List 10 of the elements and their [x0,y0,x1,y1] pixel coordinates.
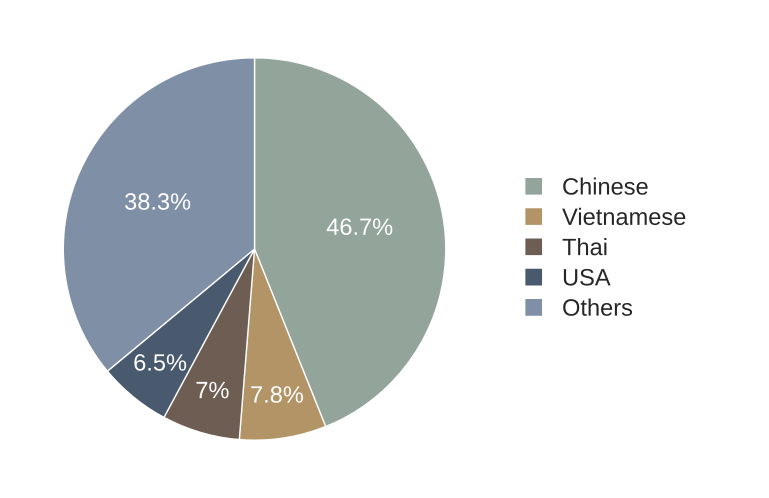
data-label: 7% [196,382,229,398]
data-label: 7.8% [251,386,304,403]
legend-label: Others [563,298,632,316]
data-label: 6.5% [134,354,186,371]
legend-label: USA [564,268,611,286]
legend-label: Thai [562,238,606,256]
data-label: 46.7% [326,218,392,236]
legend-label: Chinese [563,177,648,195]
data-label: 38.3% [125,193,190,210]
legend-label: Vietnamese [562,208,686,226]
